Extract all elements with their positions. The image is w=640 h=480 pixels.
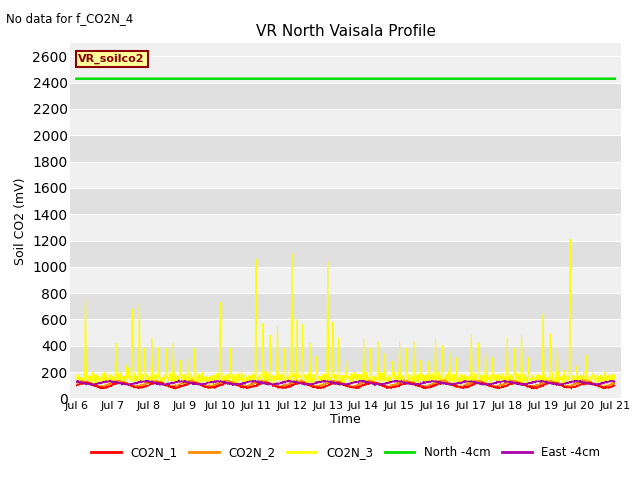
Text: VR_soilco2: VR_soilco2 bbox=[78, 54, 145, 64]
Y-axis label: Soil CO2 (mV): Soil CO2 (mV) bbox=[14, 177, 27, 264]
Bar bbox=[70, 372, 621, 398]
Bar bbox=[70, 267, 621, 293]
Bar bbox=[70, 83, 621, 109]
Bar bbox=[70, 214, 621, 240]
X-axis label: Time: Time bbox=[330, 413, 361, 426]
Bar bbox=[70, 162, 621, 188]
Title: VR North Vaisala Profile: VR North Vaisala Profile bbox=[255, 24, 436, 39]
Bar bbox=[70, 135, 621, 162]
Bar bbox=[70, 56, 621, 83]
Bar bbox=[70, 188, 621, 214]
Bar bbox=[70, 240, 621, 267]
Legend: CO2N_1, CO2N_2, CO2N_3, North -4cm, East -4cm: CO2N_1, CO2N_2, CO2N_3, North -4cm, East… bbox=[86, 441, 605, 464]
Text: No data for f_CO2N_4: No data for f_CO2N_4 bbox=[6, 12, 134, 25]
Bar bbox=[70, 320, 621, 346]
Bar bbox=[70, 346, 621, 372]
Bar bbox=[70, 109, 621, 135]
Bar bbox=[70, 293, 621, 320]
